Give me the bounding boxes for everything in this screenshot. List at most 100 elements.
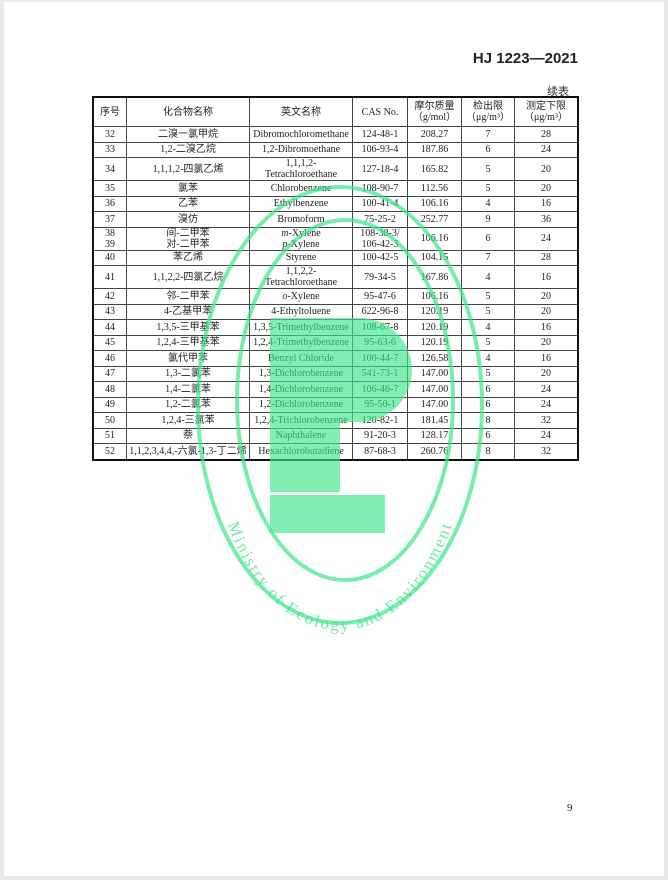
table-row: 37 溴仿 Bromoform 75-25-2 252.77 9 36 (92, 211, 579, 228)
table-row: 44 1,3,5-三甲基苯 1,3,5-Trimethylbenzene 108-67… (92, 319, 579, 336)
cell-cas: 127-18-4 (352, 157, 408, 181)
cell-mw: 120.19 (407, 303, 462, 320)
cell-dl: 6 (461, 226, 515, 251)
cell-no: 52 (92, 443, 127, 460)
cell-mw: 165.82 (407, 157, 462, 181)
cell-dl: 5 (461, 288, 515, 305)
cell-cn: 1,4-二氯苯 (126, 381, 250, 398)
cell-no: 34 (92, 157, 127, 181)
cell-ql: 16 (514, 350, 579, 367)
cell-ql: 32 (514, 443, 579, 460)
cell-cn: 4-乙基甲苯 (126, 303, 250, 320)
cell-mw: 208.27 (407, 126, 462, 143)
cell-cas: 108-67-8 (352, 319, 408, 336)
cell-dl: 5 (461, 303, 515, 320)
cell-dl: 4 (461, 350, 515, 367)
cell-mw: 252.77 (407, 211, 462, 228)
cell-cn: 1,2-二溴乙烷 (126, 141, 250, 158)
cell-no: 48 (92, 381, 127, 398)
cell-en: 1,2,4-Trichlorobenzene (249, 412, 353, 429)
compound-table: 序号 化合物名称 英文名称 CAS No. 摩尔质量（g/mol） 检出限（μg… (92, 96, 579, 461)
cell-cas: 106-93-4 (352, 141, 408, 158)
cell-ql: 20 (514, 365, 579, 382)
cell-no: 33 (92, 141, 127, 158)
cell-cas: 108-90-7 (352, 180, 408, 197)
standard-number: HJ 1223—2021 (472, 50, 578, 67)
cell-cas: 108-38-3/106-42-3 (352, 226, 408, 251)
cell-cas: 91-20-3 (352, 427, 408, 444)
table-row: 32 二溴一氯甲烷 Dibromochloromethane 124-48-1 208.… (92, 126, 579, 143)
cell-cas: 124-48-1 (352, 126, 408, 143)
cell-no: 42 (92, 288, 127, 305)
cell-dl: 7 (461, 249, 515, 266)
cell-dl: 4 (461, 195, 515, 212)
cell-no: 35 (92, 180, 127, 197)
cell-cn: 1,1,2,3,4,4,-六氯-1,3-丁二烯 (126, 443, 250, 460)
cell-en: 1,4-Dichlorobenzene (249, 381, 353, 398)
cell-cn: 1,1,1,2-四氯乙烯 (126, 157, 250, 181)
table-row: 48 1,4-二氯苯 1,4-Dichlorobenzene 106-46-7 147.… (92, 381, 579, 398)
cell-ql: 20 (514, 180, 579, 197)
table-row: 33 1,2-二溴乙烷 1,2-Dibromoethane 106-93-4 187.8… (92, 141, 579, 158)
cell-no: 40 (92, 249, 127, 266)
cell-ql: 24 (514, 381, 579, 398)
cell-cn: 溴仿 (126, 211, 250, 228)
cell-en: 1,2-Dibromoethane (249, 141, 353, 158)
cell-ql: 36 (514, 211, 579, 228)
cell-cn: 1,2-二氯苯 (126, 396, 250, 413)
cell-no: 51 (92, 427, 127, 444)
cell-no: 50 (92, 412, 127, 429)
cell-ql: 24 (514, 396, 579, 413)
cell-no: 36 (92, 195, 127, 212)
cell-dl: 4 (461, 265, 515, 289)
cell-mw: 112.56 (407, 180, 462, 197)
col-header: 检出限（μg/m³） (461, 96, 515, 127)
document-page: HJ 1223—2021 续表 序号 化合物名称 英文名称 CAS No. 摩尔… (4, 2, 664, 876)
cell-mw: 106.16 (407, 226, 462, 251)
cell-en: Styrene (249, 249, 353, 266)
cell-no: 38 39 (92, 226, 127, 251)
cell-no: 32 (92, 126, 127, 143)
table-row: 45 1,2,4-三甲基苯 1,2,4-Trimethylbenzene 95-63-… (92, 334, 579, 351)
cell-en: Chlorobenzene (249, 180, 353, 197)
cell-dl: 7 (461, 126, 515, 143)
col-header: CAS No. (352, 96, 408, 127)
cell-dl: 5 (461, 180, 515, 197)
cell-cn: 1,3,5-三甲基苯 (126, 319, 250, 336)
table-row: 41 1,1,2,2-四氯乙烷 1,1,2,2- Tetrachloroethane 7… (92, 265, 579, 289)
cell-cas: 106-46-7 (352, 381, 408, 398)
continued-label: 续表 (547, 86, 569, 98)
table-row: 50 1,2,4-三氯苯 1,2,4-Trichlorobenzene 120-82-… (92, 412, 579, 429)
cell-cn: 1,3-二氯苯 (126, 365, 250, 382)
cell-cn: 乙苯 (126, 195, 250, 212)
cell-cas: 95-63-6 (352, 334, 408, 351)
cell-en: Hexachlorobutadiene (249, 443, 353, 460)
cell-no: 44 (92, 319, 127, 336)
cell-cas: 100-44-7 (352, 350, 408, 367)
cell-mw: 106.16 (407, 195, 462, 212)
cell-en: Bromoform (249, 211, 353, 228)
cell-ql: 20 (514, 334, 579, 351)
cell-mw: 167.86 (407, 265, 462, 289)
cell-no: 43 (92, 303, 127, 320)
cell-ql: 24 (514, 427, 579, 444)
table-row: 34 1,1,1,2-四氯乙烯 1,1,1,2- Tetrachloroethane 1… (92, 157, 579, 181)
cell-no: 37 (92, 211, 127, 228)
table-row: 43 4-乙基甲苯 4-Ethyltoluene 622-96-8 120.19 5 20 (92, 303, 579, 320)
cell-cas: 541-73-1 (352, 365, 408, 382)
cell-cn: 间-二甲苯 对-二甲苯 (126, 226, 250, 251)
cell-en: 1,1,2,2- Tetrachloroethane (249, 265, 353, 289)
cell-ql: 16 (514, 319, 579, 336)
cell-cn: 苯乙烯 (126, 249, 250, 266)
cell-cn: 氯代甲苯 (126, 350, 250, 367)
cell-dl: 8 (461, 412, 515, 429)
cell-cn: 二溴一氯甲烷 (126, 126, 250, 143)
cell-en: m-Xylene p-Xylene (249, 226, 353, 251)
cell-mw: 120.19 (407, 334, 462, 351)
cell-mw: 187.86 (407, 141, 462, 158)
cell-en: 1,2-Dichlorobenzene (249, 396, 353, 413)
col-header: 测定下限（μg/m³） (514, 96, 579, 127)
cell-en: 1,2,4-Trimethylbenzene (249, 334, 353, 351)
cell-en: 4-Ethyltoluene (249, 303, 353, 320)
cell-cas: 622-96-8 (352, 303, 408, 320)
